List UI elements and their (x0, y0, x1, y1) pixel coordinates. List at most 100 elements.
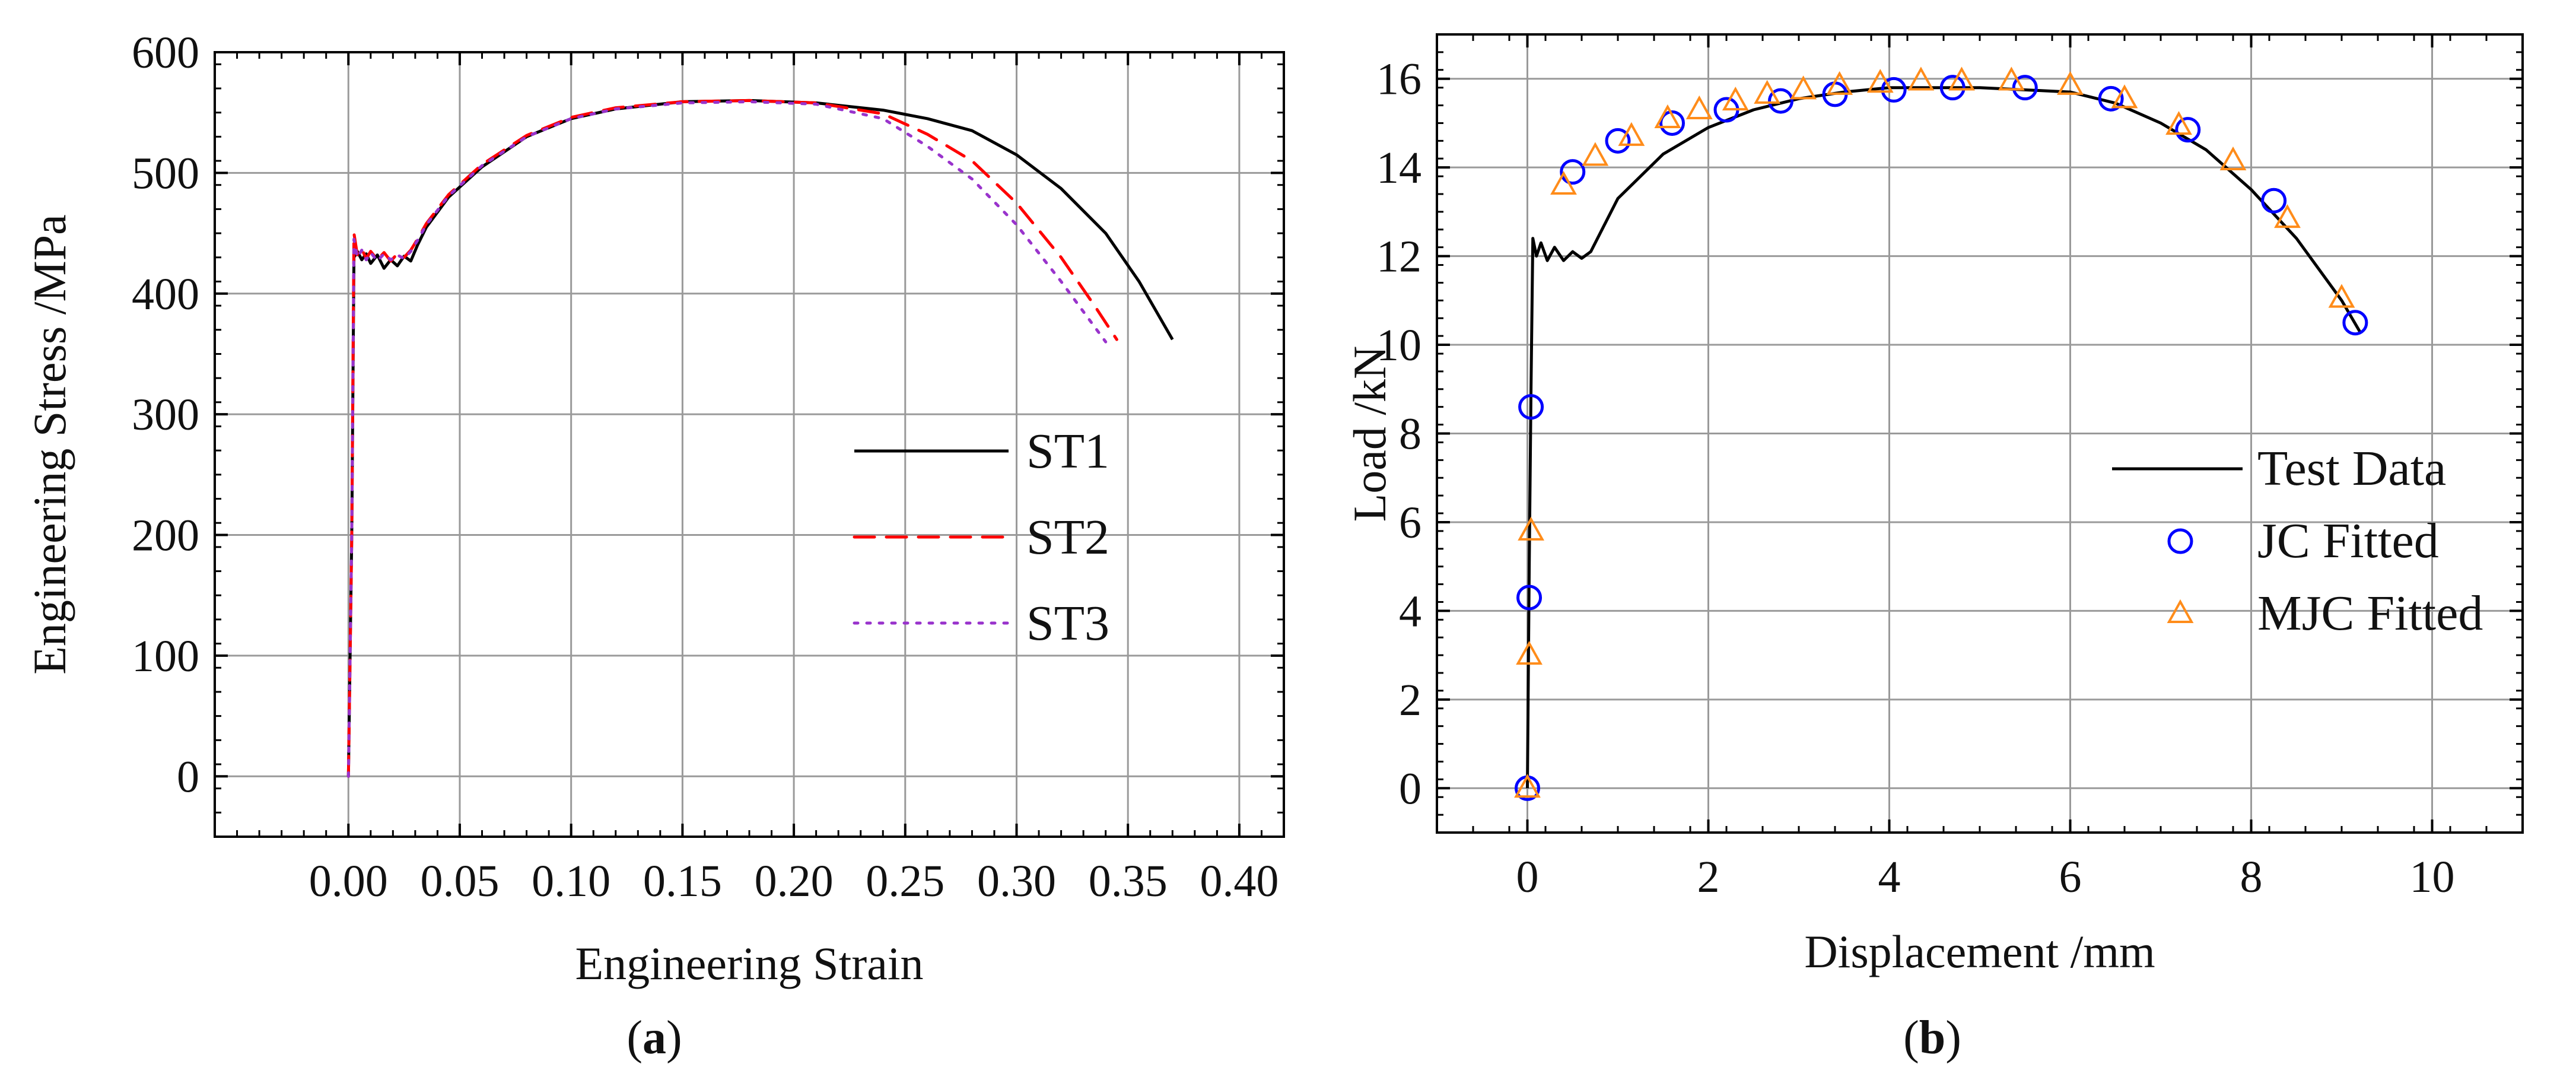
chart-b-mjc-fitted-point (2219, 146, 2247, 170)
chart-b-y-tick-label: 10 (1376, 320, 1421, 370)
chart-b-mjc-fitted-point (1550, 170, 1577, 195)
chart-a-y-tick-label: 100 (132, 631, 199, 681)
chart-b-mjc-fitted-point (2328, 284, 2355, 308)
chart-a-x-tick-label: 0.00 (309, 856, 388, 906)
chart-b-legend-swatch-mjc-fitted (2167, 599, 2194, 623)
chart-b-series (1514, 66, 2368, 801)
chart-b-jc-fitted-point (1516, 585, 1543, 611)
chart-b-y-tick-label: 0 (1399, 764, 1421, 814)
chart-b-mjc-fitted-point (1866, 69, 1894, 93)
chart-a-y-tick-label: 200 (132, 511, 199, 561)
chart-b-x-tick-label: 0 (1516, 852, 1539, 902)
chart-b-mjc-fitted-point (2057, 71, 2084, 95)
chart-a-legend-label-st2: ST2 (1026, 510, 1109, 565)
chart-b-legend: Test Data JC Fitted MJC Fitted (2112, 441, 2483, 641)
chart-b-x-tick-label: 6 (2059, 852, 2082, 902)
chart-a-series (346, 99, 1174, 778)
chart-a-y-tick-label: 300 (132, 390, 199, 440)
chart-b-mjc-fitted-point (1685, 95, 1713, 120)
chart-b-mjc-fitted-point (1518, 516, 1545, 541)
chart-b-mjc-fitted-point (2165, 111, 2192, 135)
chart-b-jc-fitted-point (2175, 117, 2201, 143)
chart-b-mjc-fitted-point (1618, 122, 1645, 146)
chart-b-mjc-fitted-point (1582, 142, 1609, 166)
chart-b-y-tick-label: 6 (1399, 498, 1421, 548)
chart-a-panel-open: ( (626, 1012, 643, 1064)
chart-b-mjc-fitted-point (1907, 66, 1935, 91)
chart-b-mjc-fitted-point (1722, 86, 1749, 111)
chart-b-y-tick-label: 8 (1399, 409, 1421, 459)
chart-b-jc-fitted-point (2342, 310, 2368, 336)
chart-b-jc-fitted-point (1560, 159, 1586, 185)
chart-b-y-tick-label: 2 (1399, 675, 1421, 725)
chart-b-x-axis-label: Displacement /mm (1804, 926, 2155, 977)
chart-b-test-data-line (1526, 86, 2361, 789)
chart-b-panel-open: ( (1903, 1012, 1919, 1064)
chart-b-mjc-fitted-point (1998, 66, 2025, 91)
chart-b-jc-fitted-point (1605, 128, 1631, 154)
chart-a-grid (215, 51, 1284, 837)
chart-a-x-tick-label: 0.25 (866, 856, 944, 906)
chart-b: 0 2 4 6 8 10 0 2 4 6 8 10 12 14 16 Displacement /mm Lo… (1344, 33, 2524, 1064)
chart-a-legend-label-st3: ST3 (1026, 596, 1109, 651)
chart-a-frame (214, 51, 1285, 838)
chart-b-grid (1437, 34, 2523, 833)
chart-a-legend: ST1 ST2 ST3 (853, 424, 1109, 651)
chart-b-x-tick-label: 4 (1878, 852, 1901, 902)
chart-b-mjc-fitted-point (1754, 80, 1781, 104)
chart-b-mjc-fitted-point (2274, 204, 2301, 228)
chart-b-legend-label-test-data: Test Data (2257, 441, 2446, 496)
chart-a-x-tick-label: 0.35 (1089, 856, 1168, 906)
chart-b-y-tick-label: 16 (1376, 55, 1421, 104)
chart-b-ticks (1436, 33, 2524, 834)
chart-a-x-axis-label: Engineering Strain (575, 938, 923, 989)
chart-a-st2-line (346, 99, 1118, 778)
chart-b-jc-fitted-point (1768, 88, 1793, 114)
chart-b-mjc-fitted-point (1654, 104, 1681, 128)
chart-a-x-tick-label: 0.05 (420, 856, 499, 906)
chart-a-x-tick-label: 0.40 (1200, 856, 1279, 906)
chart-b-y-tick-label: 12 (1376, 232, 1421, 282)
chart-b-jc-fitted-point (1939, 75, 1966, 101)
chart-b-jc-fitted-point (1659, 110, 1685, 136)
chart-b-y-tick-label: 14 (1376, 143, 1421, 193)
chart-b-mjc-fitted-point (2111, 84, 2138, 109)
chart-a-panel-label: (a) (626, 1012, 682, 1064)
chart-a-x-tick-label: 0.15 (643, 856, 722, 906)
chart-a-st1-line (346, 99, 1174, 777)
chart-a-x-tick-label: 0.10 (532, 856, 610, 906)
chart-a-x-tick-label: 0.30 (977, 856, 1056, 906)
chart-b-jc-fitted-point (2261, 188, 2287, 214)
chart-a-panel-letter: a (643, 1012, 666, 1064)
chart-a-y-tick-label: 600 (132, 28, 199, 78)
chart-b-tick-labels: 0 2 4 6 8 10 0 2 4 6 8 10 12 14 16 (1376, 55, 2455, 902)
chart-a-ticks (214, 51, 1285, 838)
chart-b-mjc-fitted-point (1516, 641, 1543, 665)
chart-b-jc-fitted-point (1881, 77, 1907, 103)
chart-b-mjc-fitted-point (1514, 774, 1541, 798)
chart-b-legend-label-jc-fitted: JC Fitted (2257, 513, 2439, 568)
chart-b-panel-letter: b (1919, 1012, 1946, 1064)
chart-b-legend-label-mjc-fitted: MJC Fitted (2257, 586, 2483, 641)
chart-a-tick-labels: 0.00 0.05 0.10 0.15 0.20 0.25 0.30 0.35 0.40 0 100… (132, 28, 1279, 906)
chart-a-y-axis-label: Engineering Stress /MPa (24, 214, 75, 675)
chart-b-y-axis-label: Load /kN (1344, 346, 1395, 522)
chart-b-panel-label: (b) (1903, 1012, 1961, 1064)
chart-b-legend-swatch-jc-fitted (2167, 528, 2193, 554)
chart-a-y-tick-label: 0 (177, 752, 199, 802)
chart-a-st3-line (346, 100, 1108, 778)
chart-b-mjc-fitted-point (1948, 66, 1975, 91)
chart-b-panel-close: ) (1945, 1012, 1961, 1064)
chart-b-jc-fitted-point (2012, 75, 2038, 101)
chart-a-y-tick-label: 500 (132, 148, 199, 198)
chart-a-panel-close: ) (666, 1012, 682, 1064)
chart-b-jc-fitted-point (1518, 394, 1544, 420)
chart-a: 0.00 0.05 0.10 0.15 0.20 0.25 0.30 0.35 0.40 0 100… (24, 28, 1285, 1064)
chart-b-x-tick-label: 10 (2410, 852, 2455, 902)
chart-b-mjc-fitted-point (1790, 75, 1817, 100)
chart-b-x-tick-label: 2 (1697, 852, 1720, 902)
chart-a-legend-label-st1: ST1 (1026, 424, 1109, 479)
chart-b-jc-fitted-point (2098, 85, 2124, 112)
chart-b-x-tick-label: 8 (2240, 852, 2263, 902)
